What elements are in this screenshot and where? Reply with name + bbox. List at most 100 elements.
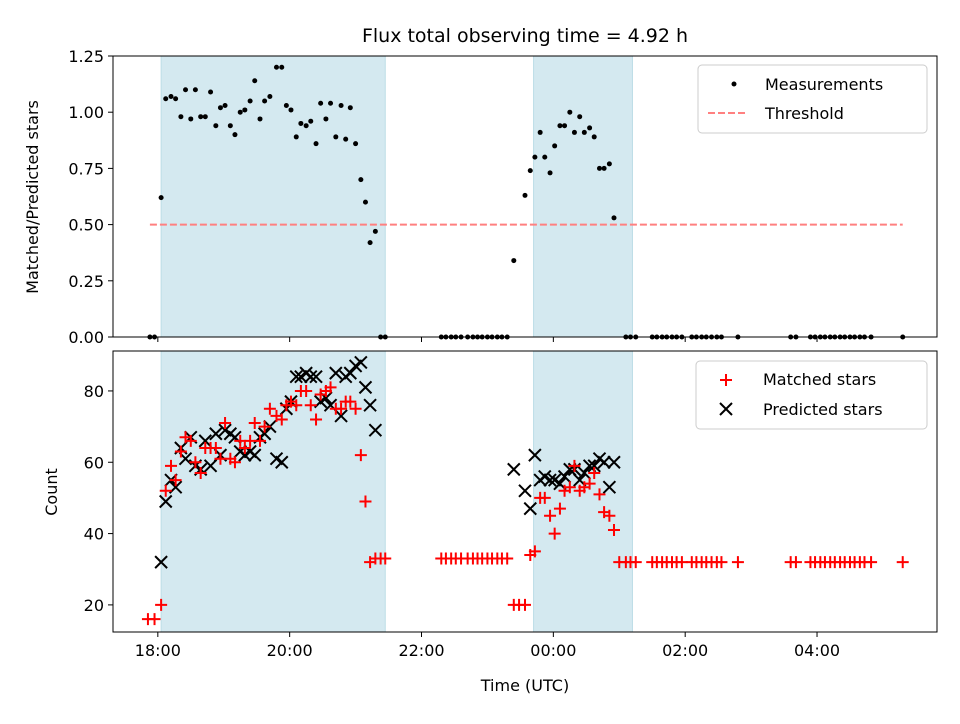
- matched-star-point: [379, 552, 392, 565]
- x-tick-label: 20:00: [267, 641, 313, 660]
- measurement-point: [232, 132, 238, 138]
- matched-star-point: [344, 395, 357, 408]
- matched-star-point: [359, 495, 372, 508]
- measurement-point: [353, 141, 359, 147]
- matched-star-point: [155, 598, 168, 611]
- matched-star-point: [548, 527, 561, 540]
- top-y-tick-label: 0.00: [68, 328, 104, 347]
- measurement-point: [158, 195, 164, 201]
- bottom-y-tick-label: 20: [84, 596, 104, 615]
- predicted-star-point: [518, 484, 532, 498]
- predicted-star-point: [203, 459, 218, 473]
- measurement-point: [367, 240, 373, 246]
- matched-star-point: [593, 488, 606, 501]
- measurement-point: [567, 109, 573, 115]
- measurement-point: [606, 161, 612, 167]
- predicted-star-point: [354, 355, 368, 370]
- measurement-point: [601, 165, 607, 171]
- bottom-panel: 20 40 60 80 18:00 20:00 22:00 00:00 02:00 04:00: [84, 350, 938, 660]
- measurement-point: [242, 107, 248, 113]
- measurement-point: [208, 89, 214, 95]
- measurement-point: [163, 96, 169, 102]
- top-y-axis-label: Matched/Predicted stars: [23, 100, 42, 294]
- predicted-star-point: [523, 501, 537, 516]
- measurement-point: [173, 96, 179, 102]
- predicted-star-point: [159, 494, 173, 509]
- matched-star-point: [189, 456, 202, 469]
- matched-star-point: [865, 556, 878, 569]
- predicted-star-point: [363, 398, 377, 412]
- measurement-point: [571, 129, 577, 135]
- measurement-point: [198, 114, 204, 120]
- matched-star-point: [263, 402, 276, 415]
- matched-star-point: [209, 441, 222, 454]
- matched-star-point: [238, 441, 251, 454]
- measurement-point: [222, 102, 228, 108]
- measurement-point: [343, 136, 349, 142]
- measurement-point: [293, 134, 299, 140]
- bottom-y-tick-label: 60: [84, 453, 104, 472]
- matched-star-point: [148, 613, 161, 626]
- measurement-point: [183, 87, 189, 93]
- measurement-point: [372, 228, 378, 234]
- measurement-point: [217, 105, 223, 111]
- measurement-point: [581, 129, 587, 135]
- legend-predicted-marker: [719, 402, 733, 416]
- matched-star-point: [324, 381, 337, 394]
- matched-star-point: [544, 509, 557, 522]
- matched-star-point: [501, 552, 514, 565]
- matched-star-point: [607, 524, 620, 537]
- predicted-star-point: [309, 369, 323, 384]
- measurement-point: [333, 134, 339, 140]
- measurement-point: [303, 123, 309, 129]
- matched-star-point: [184, 434, 197, 447]
- matched-star-point: [603, 509, 616, 522]
- matched-star-point: [731, 556, 744, 569]
- measurement-point: [247, 98, 253, 104]
- measurement-point: [557, 123, 563, 129]
- matched-star-point: [228, 456, 241, 469]
- measurement-point: [188, 116, 194, 122]
- predicted-star-point: [358, 380, 373, 395]
- top-legend-box: [697, 64, 928, 134]
- matched-star-point: [519, 598, 531, 611]
- predicted-star-point: [248, 448, 262, 462]
- measurement-point: [338, 102, 344, 108]
- matched-star-point: [588, 466, 601, 479]
- bottom-shaded-interval: [160, 350, 386, 633]
- matched-star-point: [194, 466, 207, 479]
- legend-threshold-label: Threshold: [764, 104, 844, 123]
- measurement-point: [328, 100, 334, 106]
- bottom-y-tick-label: 40: [84, 525, 104, 544]
- predicted-star-point: [602, 480, 617, 494]
- measurement-point: [252, 78, 258, 84]
- measurement-point: [532, 154, 538, 160]
- matched-star-point: [349, 402, 362, 415]
- legend-matched-marker: [720, 374, 732, 386]
- matched-star-point: [304, 399, 317, 412]
- top-shaded-interval: [533, 55, 633, 338]
- matched-star-point: [789, 556, 802, 569]
- predicted-star-point: [368, 423, 383, 437]
- predicted-star-point: [343, 366, 358, 380]
- measurement-point: [547, 170, 553, 176]
- matched-star-point: [715, 556, 728, 569]
- predicted-star-point: [198, 434, 212, 448]
- predicted-star-point: [289, 369, 303, 384]
- measurement-point: [562, 123, 568, 129]
- measurement-point: [318, 100, 324, 106]
- predicted-star-point: [304, 369, 318, 384]
- measurement-point: [227, 123, 233, 129]
- measurement-point: [192, 87, 198, 93]
- top-shaded-interval: [160, 55, 386, 338]
- matched-star-point: [275, 413, 288, 426]
- top-y-tick-label: 1.00: [68, 103, 104, 122]
- top-y-tick-label: 0.50: [68, 216, 104, 235]
- predicted-star-point: [597, 455, 611, 469]
- matched-star-point: [258, 420, 271, 433]
- measurement-point: [237, 109, 243, 115]
- bottom-y-axis-label: Count: [42, 468, 61, 516]
- measurement-point: [362, 199, 368, 205]
- predicted-star-point: [329, 366, 343, 380]
- predicted-star-point: [209, 427, 223, 441]
